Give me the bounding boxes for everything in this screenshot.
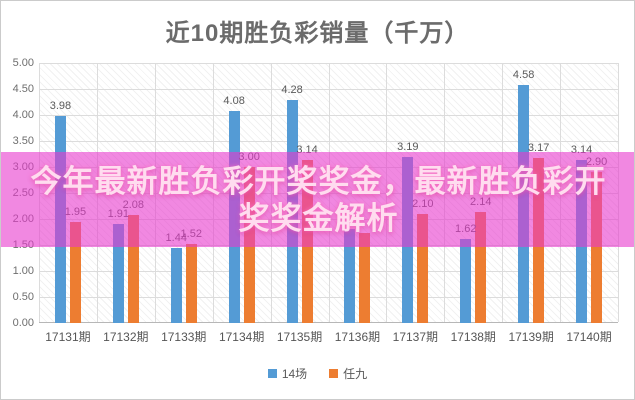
bar-14场 xyxy=(112,223,124,323)
x-axis-category-label: 17131期 xyxy=(45,330,91,344)
y-axis-tick-label: 4.50 xyxy=(12,83,34,95)
h-gridline xyxy=(39,270,618,272)
y-axis-tick-label: 4.00 xyxy=(12,109,34,121)
overlay-banner: 今年最新胜负彩开奖奖金，最新胜负彩开 奖奖金解析 xyxy=(1,152,634,247)
bar-value-label: 3.17 xyxy=(527,142,550,155)
y-axis-tick-label: 1.00 xyxy=(12,265,34,277)
bar-14场 xyxy=(170,248,182,323)
x-axis-category-label: 17137期 xyxy=(392,330,439,344)
x-axis-category-label: 17132期 xyxy=(103,330,149,344)
overlay-text-line1: 今年最新胜负彩开奖奖金，最新胜负彩开 xyxy=(30,163,607,199)
y-axis-tick-label: 5.00 xyxy=(12,57,34,69)
h-gridline xyxy=(39,88,618,90)
bar-任九 xyxy=(359,233,371,323)
bar-value-label: 4.08 xyxy=(223,94,245,107)
bar-任九 xyxy=(127,214,139,323)
h-gridline xyxy=(39,140,618,142)
bar-任九 xyxy=(185,243,197,323)
h-gridline xyxy=(39,62,618,64)
chart-legend: 14场 任九 xyxy=(1,365,634,382)
bar-value-label: 4.28 xyxy=(281,84,303,97)
x-axis-category-label: 17133期 xyxy=(161,330,207,344)
legend-label-任九: 任九 xyxy=(343,367,368,381)
legend-item-任九: 任九 xyxy=(329,365,367,382)
bar-任九 xyxy=(417,213,429,323)
bar-任九 xyxy=(475,211,487,323)
x-axis-category-label: 17139期 xyxy=(508,330,554,344)
overlay-text-line2: 奖奖金解析 xyxy=(238,200,399,236)
legend-label-14场: 14场 xyxy=(281,367,308,381)
x-axis-category-label: 17134期 xyxy=(218,330,265,344)
y-axis-tick-label: 0.50 xyxy=(12,291,34,303)
legend-swatch-任九 xyxy=(329,369,339,378)
bar-14场 xyxy=(344,229,356,323)
x-axis-category-label: 17135期 xyxy=(276,330,323,344)
h-gridline xyxy=(39,296,618,298)
x-axis-category-label: 17140期 xyxy=(566,330,612,344)
bar-14场 xyxy=(460,238,472,323)
bar-任九 xyxy=(591,172,603,323)
chart-title: 近10期胜负彩销量（千万） xyxy=(165,20,470,47)
legend-item-14场: 14场 xyxy=(267,365,308,382)
x-axis-category-label: 17136期 xyxy=(334,330,381,344)
y-axis-tick-label: 3.50 xyxy=(12,135,34,147)
bar-value-label: 3.98 xyxy=(49,100,72,113)
bar-任九 xyxy=(69,221,81,323)
bar-value-label: 4.58 xyxy=(512,68,535,81)
bar-value-label: 3.19 xyxy=(397,141,419,154)
h-gridline xyxy=(39,114,618,116)
x-axis-category-label: 17138期 xyxy=(450,330,496,344)
legend-swatch-14场 xyxy=(267,369,277,378)
y-axis-tick-label: 0.00 xyxy=(12,317,34,329)
